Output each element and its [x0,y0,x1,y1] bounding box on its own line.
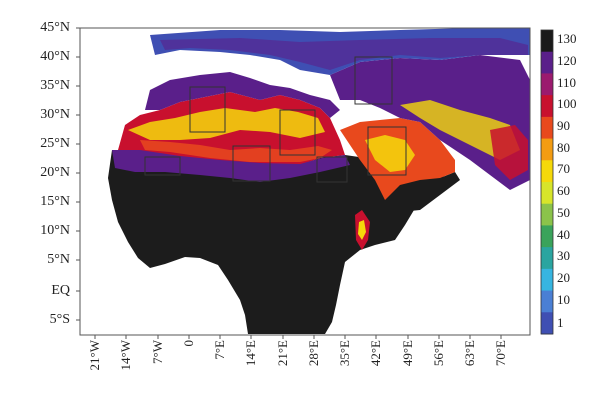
colorbar-segment [541,160,553,183]
plot-frame [79,27,531,336]
lon-label-14e: 14°E [243,340,258,367]
lat-ticks [76,27,80,321]
lat-label-20n: 20°N [40,165,70,180]
colorbar-segment [541,30,553,53]
study-box-arabia [367,126,407,176]
lon-label-49e: 49°E [400,340,415,367]
colorbar-segment [541,312,553,335]
lat-label-eq: EQ [51,283,70,298]
lon-label-56e: 56°E [431,340,446,367]
colorbar-frame [540,29,554,335]
lat-label-45n: 45°N [40,20,70,35]
lon-label-14w: 14°W [118,340,133,371]
lon-label-35e: 35°E [337,340,352,367]
lon-label-21w: 21°W [87,340,102,371]
colorbar-label-10: 10 [557,292,570,307]
colorbar [541,30,553,335]
colorbar-segment [541,268,553,292]
colorbar-segment [541,116,553,140]
colorbar-label-130: 130 [557,31,577,46]
sahel-purple [112,150,350,182]
lat-label-5n: 5°N [47,252,70,267]
lat-label-5s: 5°S [49,312,70,327]
study-box-sudan [316,156,348,183]
colorbar-segment [541,290,553,313]
study-boxes [144,56,407,183]
lon-label-42e: 42°E [368,340,383,367]
arabia-south [400,172,460,212]
lat-label-15n: 15°N [40,194,70,209]
east-africa-yellow [358,220,366,240]
colorbar-segment [541,51,553,74]
study-box-libya [279,109,316,156]
study-box-atlas [189,86,226,133]
colorbar-label-110: 110 [557,75,577,90]
lon-ticks [94,335,502,339]
study-box-central-sahara [232,145,271,182]
colorbar-segment [541,203,553,226]
europe-purple [160,38,528,70]
lon-label-28e: 28°E [306,340,321,367]
colorbar-label-50: 50 [557,205,570,220]
lat-label-30n: 30°N [40,107,70,122]
colorbar-label-100: 100 [557,96,577,111]
arabia-yellow [365,135,415,172]
lat-label-35n: 35°N [40,78,70,93]
colorbar-label-70: 70 [557,161,570,176]
colorbar-segment [541,95,553,118]
colorbar-label-20: 20 [557,270,570,285]
sahara-orange-belt [140,140,332,162]
iran-red [490,125,528,180]
lon-label-21e: 21°E [275,340,290,367]
study-box-west-sahara [144,156,181,176]
colorbar-segment [541,138,553,161]
study-box-levant [354,56,393,105]
iran-yellow [400,100,520,160]
lat-label-10n: 10°N [40,223,70,238]
subsaharan-landmass [108,150,455,334]
lon-label-70e: 70°E [493,340,508,367]
colorbar-label-30: 30 [557,248,570,263]
lon-label-7w: 7°W [150,340,165,364]
colorbar-label-60: 60 [557,183,570,198]
lat-label-40n: 40°N [40,49,70,64]
lon-label-0: 0 [181,340,196,347]
colorbar-label-120: 120 [557,53,577,68]
colorbar-segment [541,182,553,205]
colorbar-label-1: 1 [557,315,564,330]
lon-label-63e: 63°E [462,340,477,367]
lon-label-7e: 7°E [212,340,227,360]
colorbar-label-90: 90 [557,118,570,133]
colorbar-label-80: 80 [557,140,570,155]
colorbar-label-40: 40 [557,227,570,242]
colorbar-segment [541,225,553,248]
sahara-yellow-belt [128,108,325,140]
lat-label-25n: 25°N [40,136,70,151]
maghreb-coast [145,72,340,118]
colorbar-segment [541,247,553,270]
colorbar-segment [541,73,553,96]
